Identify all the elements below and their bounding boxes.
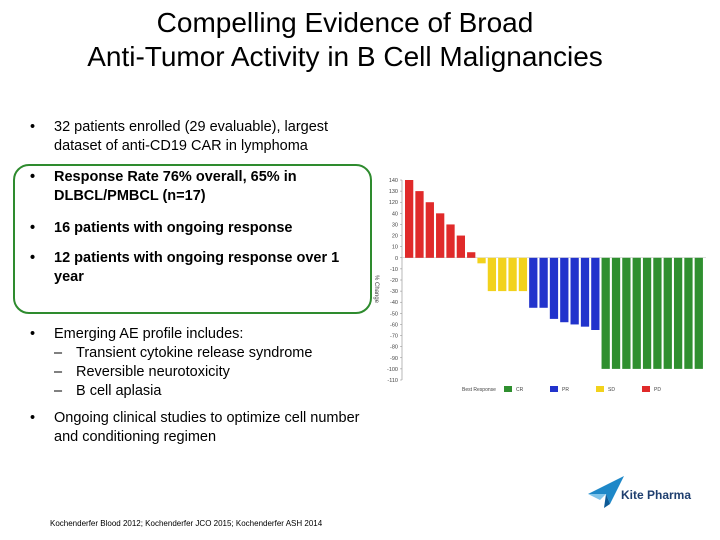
y-tick-label: -90	[390, 356, 398, 362]
sub-bullet: – Transient cytokine release syndrome	[54, 344, 360, 363]
bullet-glyph: •	[30, 169, 36, 185]
ae-heading: Emerging AE profile includes:	[54, 326, 244, 342]
bar-cr	[663, 257, 672, 369]
y-tick-label: 120	[389, 200, 398, 206]
y-tick-label: -100	[387, 367, 398, 373]
y-tick-label: 40	[392, 211, 398, 217]
bars	[405, 180, 703, 369]
bullet-text: Emerging AE profile includes: – Transient…	[54, 325, 360, 401]
bar-pd	[415, 191, 424, 258]
title-line-1: Compelling Evidence of Broad	[156, 7, 534, 38]
bar-pr	[549, 257, 559, 319]
bar-pd	[456, 235, 465, 258]
y-tick-label: 130	[389, 189, 398, 195]
bullet-text: 16 patients with ongoing response	[54, 220, 293, 236]
y-tick-label: -30	[390, 289, 398, 295]
bar-sd	[498, 257, 507, 292]
bar-cr	[653, 257, 662, 369]
y-tick-label: -40	[390, 300, 398, 306]
bullet-text: Response Rate 76% overall, 65% in DLBCL/…	[54, 169, 297, 204]
bar-pd	[446, 224, 455, 258]
legend-swatch-pd	[642, 386, 650, 392]
legend: Best Response CR PR SD PD	[462, 386, 661, 393]
highlight-box	[13, 164, 372, 314]
y-tick-label: 10	[392, 245, 398, 251]
waterfall-chart: % Change 140 130 120 40 30 20 10 0 -10 -20 -30 -40 -…	[373, 178, 706, 393]
bullet-text: 12 patients with ongoing response over 1…	[54, 250, 340, 285]
sub-bullet-text: B cell aplasia	[76, 383, 162, 399]
kite-bird-icon	[588, 476, 624, 508]
y-tick-label: -60	[390, 322, 398, 328]
legend-label: SD	[608, 387, 615, 393]
y-tick-label: -70	[390, 334, 398, 340]
title-line-2: Anti-Tumor Activity in B Cell Malignanci…	[87, 41, 603, 72]
bar-pd	[425, 202, 434, 258]
y-tick-label: 0	[395, 256, 398, 262]
bullet-text: Ongoing clinical studies to optimize cel…	[54, 410, 360, 445]
bar-cr	[642, 257, 652, 369]
legend-label: PD	[654, 387, 661, 393]
sub-dash: –	[54, 383, 63, 399]
sub-dash: –	[54, 364, 63, 380]
bullet-glyph: •	[30, 326, 36, 342]
bar-sd	[508, 257, 517, 292]
bar-pr	[580, 257, 590, 327]
bar-cr	[632, 257, 641, 369]
bar-cr	[684, 257, 693, 369]
bar-pd	[405, 180, 414, 258]
y-tick-label: 140	[389, 178, 398, 184]
sub-bullet: – Reversible neurotoxicity	[54, 363, 360, 382]
bar-pr	[560, 257, 569, 323]
y-tick-label: 30	[392, 222, 398, 228]
bullet-glyph: •	[30, 410, 36, 426]
legend-swatch-pr	[550, 386, 558, 392]
bar-cr	[694, 257, 703, 369]
bar-pr	[570, 257, 579, 325]
legend-label: PR	[562, 387, 569, 393]
y-tick-label: -20	[390, 278, 398, 284]
kite-pharma-logo: Kite Pharma	[586, 474, 716, 514]
y-tick-label: -50	[390, 311, 398, 317]
y-tick-label: -80	[390, 345, 398, 351]
bullet-glyph: •	[30, 250, 36, 266]
y-axis: 140 130 120 40 30 20 10 0 -10 -20 -30 -40 -50 -60 -70 -…	[387, 178, 706, 384]
legend-swatch-cr	[504, 386, 512, 392]
bullet-text: 32 patients enrolled (29 evaluable), lar…	[54, 119, 329, 154]
bar-sd	[477, 257, 486, 264]
y-tick-label: -10	[390, 267, 398, 273]
bar-pr	[529, 257, 538, 308]
y-axis-label: % Change	[373, 275, 379, 304]
sub-dash: –	[54, 345, 63, 361]
legend-title: Best Response	[462, 387, 496, 393]
sub-bullet-text: Transient cytokine release syndrome	[76, 345, 313, 361]
sub-bullet-text: Reversible neurotoxicity	[76, 364, 230, 380]
bar-cr	[673, 257, 683, 369]
bullet-glyph: •	[30, 220, 36, 236]
bar-pr	[591, 257, 600, 330]
bar-cr	[622, 257, 631, 369]
bar-sd	[487, 257, 497, 292]
y-tick-label: 20	[392, 234, 398, 240]
bar-pd	[436, 213, 445, 258]
sub-bullet: – B cell aplasia	[54, 382, 360, 401]
bar-cr	[611, 257, 621, 369]
logo-text: Kite Pharma	[621, 488, 692, 502]
bar-pr	[539, 257, 548, 308]
bullet-glyph: •	[30, 119, 36, 135]
slide-title: Compelling Evidence of Broad Anti-Tumor …	[0, 6, 690, 74]
bar-sd	[518, 257, 528, 292]
legend-swatch-sd	[596, 386, 604, 392]
legend-label: CR	[516, 387, 524, 393]
references: Kochenderfer Blood 2012; Kochenderfer JC…	[50, 519, 323, 528]
y-tick-label: -110	[387, 378, 398, 384]
bar-pd	[467, 252, 476, 258]
bar-cr	[601, 257, 610, 369]
